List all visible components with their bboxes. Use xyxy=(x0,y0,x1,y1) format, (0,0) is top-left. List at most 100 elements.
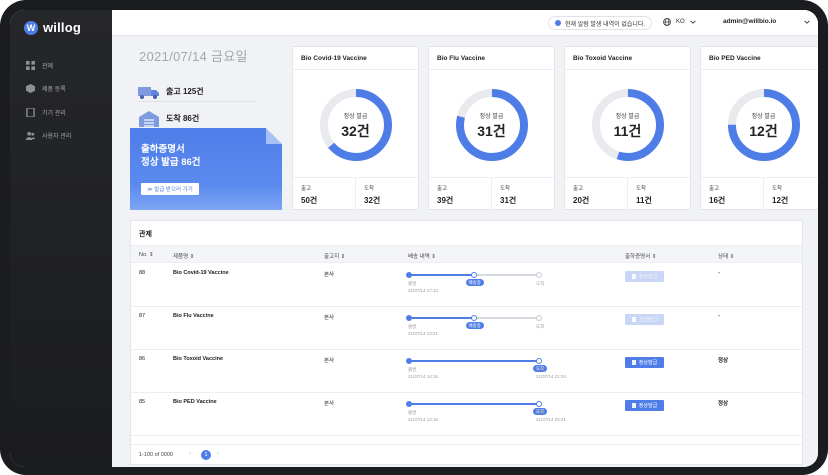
donut-chart xyxy=(456,89,528,161)
shipped-cell: 출고 16건 xyxy=(701,178,763,211)
column-header-origin[interactable]: 출고지 ⇕ xyxy=(324,254,346,260)
column-header-status[interactable]: 상태 ⇕ xyxy=(718,254,735,260)
donut-chart xyxy=(592,89,664,161)
start-label: 출발 xyxy=(408,410,417,415)
sidebar: W willog 관제 제품 등록 기기 관리 사용자 관리 xyxy=(10,10,112,467)
shipped-value: 16건 xyxy=(709,196,726,205)
sidebar-item-label: 제품 등록 xyxy=(42,86,66,93)
table-row[interactable]: 86 Bio Toxoid Vaccine 본사 도착 출발 21/07/14 14:16… xyxy=(131,350,802,393)
certificate-button[interactable]: 정상발급 xyxy=(625,357,664,368)
card-footer: 출고 16건 도착 12건 xyxy=(701,177,818,211)
column-header-certificate[interactable]: 출하증명서 ⇕ xyxy=(625,254,657,260)
arrived-value: 32건 xyxy=(364,196,381,205)
card-divider xyxy=(429,69,554,70)
shipped-label: 출고 xyxy=(709,186,720,192)
language-label: KO xyxy=(676,19,685,25)
column-header-delivery[interactable]: 배송 내역 ⇕ xyxy=(408,254,436,260)
delivery-status-badge: 도착 xyxy=(533,408,548,415)
product-card[interactable]: Bio Flu Vaccine 정상 발급 31건 출고 39건 도착 31건 xyxy=(428,46,555,211)
shipped-cell: 출고 20건 xyxy=(565,178,627,211)
delivery-status-badge: 배송중 xyxy=(465,322,484,329)
row-origin: 본사 xyxy=(324,358,335,364)
table-row[interactable]: 88 Bio Covid-19 Vaccine 본사 배송중 출발 21/07/14 17… xyxy=(131,264,802,307)
device-icon xyxy=(26,107,35,117)
shipped-stat: 출고 125건 xyxy=(138,82,256,102)
monitoring-table: 관제 No. ⇕ 제품명 ⇕ 출고지 ⇕ 배송 내역 ⇕ 출하증명서 ⇕ 상태 … xyxy=(130,220,803,465)
alarm-notice[interactable]: 현재 알람 발생 내역이 없습니다. xyxy=(548,16,653,30)
document-icon xyxy=(631,274,636,279)
row-status: 정상 xyxy=(718,401,729,407)
box-icon xyxy=(26,83,35,93)
table-row[interactable]: 87 Bio Flu Vaccine 본사 배송중 출발 21/07/14 13:21 도착… xyxy=(131,307,802,350)
column-header-product[interactable]: 제품명 ⇕ xyxy=(173,254,195,260)
logo-icon: W xyxy=(24,20,38,35)
page-1-button[interactable]: 1 xyxy=(201,450,211,460)
end-dot xyxy=(536,358,542,364)
card-product-name: Bio Flu Vaccine xyxy=(437,55,486,62)
shipped-value: 39건 xyxy=(437,196,454,205)
shipped-cell: 출고 50건 xyxy=(293,178,355,211)
current-dot xyxy=(470,315,477,321)
next-page-button[interactable]: › xyxy=(217,451,219,457)
certificate-promo: 출하증명서 정상 발급 86건 ≫ 발급 받으러 가기 xyxy=(130,128,282,210)
certificate-button[interactable]: 정상발급 xyxy=(625,271,664,282)
donut-value: 11건 xyxy=(613,123,642,139)
arrived-label: 도착 xyxy=(500,186,511,192)
row-product: Bio Covid-19 Vaccine xyxy=(173,270,229,276)
language-selector[interactable]: KO xyxy=(663,18,696,26)
end-label: 도착 xyxy=(536,281,545,286)
card-footer: 출고 20건 도착 11건 xyxy=(565,177,690,211)
start-time: 21/07/14 14:16 xyxy=(408,374,439,379)
row-status: 정상 xyxy=(718,358,729,364)
issue-certificate-button[interactable]: ≫ 발급 받으러 가기 xyxy=(141,183,199,195)
start-label: 출발 xyxy=(408,324,417,329)
product-card[interactable]: Bio PED Vaccine 정상 발급 12건 출고 16건 도착 12건 xyxy=(700,46,818,211)
card-footer: 출고 50건 도착 32건 xyxy=(293,177,418,211)
delivery-status-badge: 배송중 xyxy=(465,279,484,286)
product-card[interactable]: Bio Covid-19 Vaccine 정상 발급 32건 출고 50건 도착 32건 xyxy=(292,46,419,211)
certificate-button[interactable]: 정상발급 xyxy=(625,314,664,325)
end-time: 21/07/14 22:41 xyxy=(536,417,567,422)
progress-fill xyxy=(408,360,539,362)
arrived-stat: 도착 86건 xyxy=(138,109,256,129)
start-dot xyxy=(406,272,412,278)
arrived-cell: 도착 31건 xyxy=(491,178,554,211)
row-product: Bio PED Vaccine xyxy=(173,399,217,405)
donut-label: 정상 발급 xyxy=(479,114,504,120)
donut-value: 32건 xyxy=(341,123,370,139)
start-time: 21/07/14 17:12 xyxy=(408,288,439,293)
end-dot xyxy=(536,401,542,407)
arrived-value: 11건 xyxy=(636,196,652,205)
chevron-down-icon[interactable] xyxy=(804,19,810,25)
chevron-down-icon xyxy=(689,20,696,24)
end-dot xyxy=(536,315,542,321)
current-dot xyxy=(470,272,477,278)
sidebar-item-user-manage[interactable]: 사용자 관리 xyxy=(26,129,71,141)
table-row[interactable]: 85 Bio PED Vaccine 본사 도착 출발 21/07/14 12:16 도착 2… xyxy=(131,393,802,436)
document-icon xyxy=(631,360,636,365)
main-content: 현재 알람 발생 내역이 없습니다. KO admin@willbio.io 2… xyxy=(112,10,818,467)
row-origin: 본사 xyxy=(324,401,335,407)
product-card[interactable]: Bio Toxoid Vaccine 정상 발급 11건 출고 20건 도착 11건 xyxy=(564,46,691,211)
delivery-progress xyxy=(406,358,542,364)
card-divider xyxy=(565,69,690,70)
delivery-progress xyxy=(406,401,542,407)
column-header-no[interactable]: No. ⇕ xyxy=(139,252,154,258)
users-icon xyxy=(26,131,35,140)
sidebar-item-product-register[interactable]: 제품 등록 xyxy=(26,82,66,94)
sidebar-item-monitoring[interactable]: 관제 xyxy=(26,59,53,71)
card-footer: 출고 39건 도착 31건 xyxy=(429,177,554,211)
card-product-name: Bio Covid-19 Vaccine xyxy=(301,55,367,62)
sidebar-item-device-manage[interactable]: 기기 관리 xyxy=(26,106,66,118)
row-number: 88 xyxy=(139,270,146,276)
certificate-button-label: 정상발급 xyxy=(638,403,658,409)
start-dot xyxy=(406,358,412,364)
arrived-label: 도착 xyxy=(364,186,375,192)
certificate-button[interactable]: 정상발급 xyxy=(625,400,664,411)
logo[interactable]: W willog xyxy=(24,20,81,35)
user-account[interactable]: admin@willbio.io xyxy=(723,18,777,25)
grid-icon xyxy=(26,60,35,70)
donut-progress xyxy=(456,89,528,161)
shipped-label: 출고 xyxy=(573,186,584,192)
prev-page-button[interactable]: ‹ xyxy=(189,451,191,457)
